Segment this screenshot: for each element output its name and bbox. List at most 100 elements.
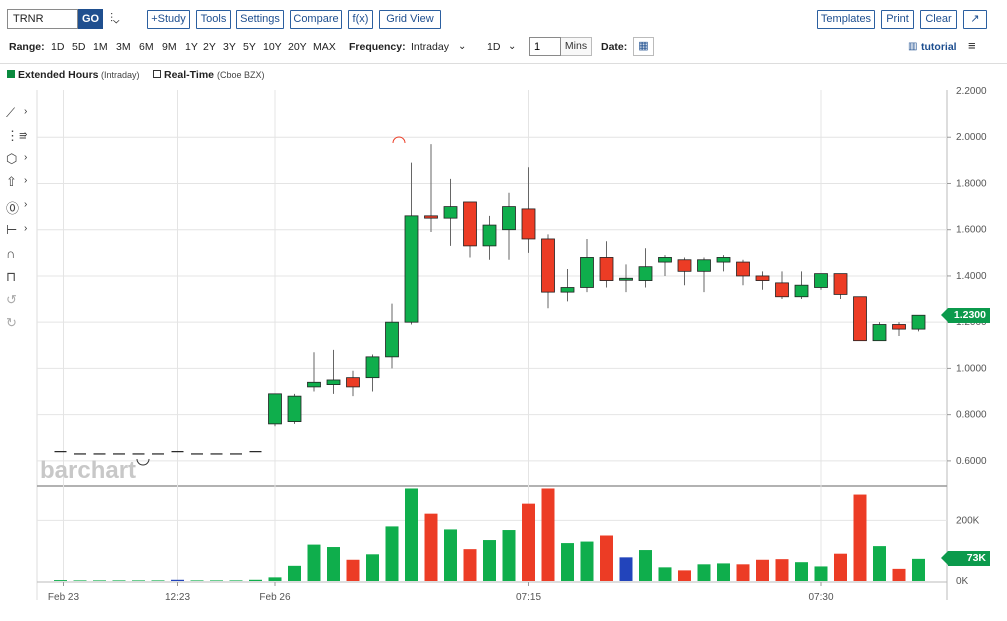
volume-bar [522,503,535,581]
candle-body [385,321,399,358]
menu-icon[interactable]: ≡ [968,38,976,53]
time-tick-label: 07:30 [808,592,833,603]
undo-tool[interactable]: ↺ [4,292,34,310]
interval-input[interactable] [529,37,561,56]
go-button[interactable]: GO [78,9,103,29]
fib-tool[interactable]: ⋮≡ › [4,128,34,146]
range-1y[interactable]: 1Y [185,41,198,53]
volume-bar [366,554,379,581]
volume-bar [268,577,282,581]
range-max[interactable]: MAX [313,41,336,53]
candle-body [482,224,497,247]
volume-bar [697,564,711,581]
volume-bar [795,562,808,581]
redo-tool[interactable]: ↻ [4,315,34,333]
range-3y[interactable]: 3Y [223,41,236,53]
period-select[interactable]: 1D [487,41,501,53]
measure-tool[interactable]: ⊢ › [4,222,34,240]
volume-bar [736,564,750,581]
volume-tick-label: 0K [956,576,969,587]
candle-body [580,257,594,288]
range-2y[interactable]: 2Y [203,41,216,53]
price-tick-label: 1.4000 [956,271,987,282]
range-label: Range: [9,41,45,53]
main-toolbar: GO ⫶⌄ +Study Tools Settings Compare f(x)… [0,0,1007,38]
settings-button[interactable]: Settings [236,10,284,29]
volume-bar [327,547,340,581]
candle-body [892,324,906,330]
chevron-right-icon: › [24,175,28,186]
range-3m[interactable]: 3M [116,41,131,53]
price-tick-label: 0.8000 [956,410,987,421]
volume-bar [658,567,672,581]
shape-tool[interactable]: ⬡ › [4,151,34,169]
tutorial-icon[interactable]: ▥ [908,41,918,52]
candle-body [424,215,438,219]
print-button[interactable]: Print [881,10,914,29]
templates-button[interactable]: Templates [817,10,875,29]
last-price-tag: 1.2300 [941,307,990,323]
low-marker-icon [136,458,150,466]
volume-bar [814,566,828,581]
price-tick-label: 1.0000 [956,363,987,374]
extended-hours-label[interactable]: Extended Hours [18,69,99,81]
range-1m[interactable]: 1M [93,41,108,53]
range-6m[interactable]: 6M [139,41,154,53]
frequency-select[interactable]: Intraday [411,41,449,53]
lock-tool[interactable]: ⊓ [4,269,34,287]
calendar-icon[interactable]: ▦ [633,37,654,56]
range-1d[interactable]: 1D [51,41,65,53]
expand-icon[interactable]: ↗ [963,10,987,29]
volume-bar [639,550,652,581]
arrow-tool[interactable]: ⇧ › [4,174,34,192]
redo-icon: ↻ [6,315,17,330]
legend-row: Extended Hours (Intraday) Real-Time (Cbo… [0,63,1007,83]
volume-bar [873,546,886,581]
range-20y[interactable]: 20Y [288,41,307,53]
magnet-tool[interactable]: ∩ [4,246,34,264]
candle-body [697,259,711,272]
volume-axis: 0K 200K [956,515,980,587]
symbol-input[interactable] [7,9,78,29]
candle-body [853,296,867,342]
range-10y[interactable]: 10Y [263,41,282,53]
price-tick-label: 1.8000 [956,178,987,189]
grid-view-button[interactable]: Grid View [379,10,441,29]
annotation-tool[interactable]: ⓪ › [4,198,34,216]
candle-body [736,261,750,277]
function-button[interactable]: f(x) [348,10,373,29]
candle-body [560,287,575,293]
realtime-sub: (Cboe BZX) [217,70,265,80]
range-5y[interactable]: 5Y [243,41,256,53]
range-9m[interactable]: 9M [162,41,177,53]
compare-button[interactable]: Compare [290,10,342,29]
clear-button[interactable]: Clear [920,10,957,29]
chevron-right-icon: › [24,129,28,140]
volume-bar [288,565,301,581]
time-tick-label: Feb 26 [259,592,291,603]
fibonacci-icon: ⋮≡ [6,128,27,143]
volume-bar [444,529,457,581]
volume-bar [834,553,847,581]
candle-type-icon[interactable]: ⫶⌄ [110,11,120,25]
lock-icon: ⊓ [6,269,17,284]
range-toolbar: Range: 1D 5D 1M 3M 6M 9M 1Y 2Y 3Y 5Y 10Y… [0,36,1007,58]
range-5d[interactable]: 5D [72,41,86,53]
tutorial-link[interactable]: tutorial [921,41,957,53]
volume-bar [424,513,438,581]
trendline-tool[interactable]: ⟋ › [4,105,34,123]
study-button[interactable]: +Study [147,10,190,29]
volume-bar [541,488,555,581]
volume-bar [385,526,399,581]
candle-body [268,393,282,425]
period-chevron-down-icon[interactable]: ⌄ [508,41,517,52]
realtime-label[interactable]: Real-Time [164,69,214,81]
tools-button[interactable]: Tools [196,10,231,29]
volume-bar [717,563,730,581]
frequency-chevron-down-icon[interactable]: ⌄ [458,41,467,52]
realtime-swatch[interactable] [153,70,161,78]
trendline-icon: ⟋ [6,105,16,120]
volume-bar [619,557,633,581]
volume-bar [600,535,613,581]
